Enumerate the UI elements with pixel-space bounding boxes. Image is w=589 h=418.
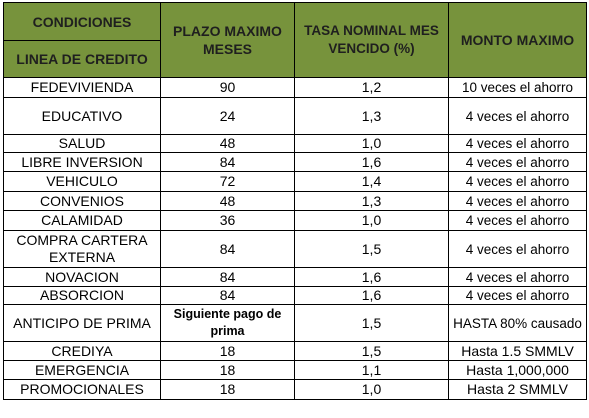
cell-monto: 4 veces el ahorro [448, 97, 587, 135]
cell-linea: ABSORCION [3, 286, 161, 305]
header-tasa-nominal: TASA NOMINAL MES VENCIDO (%) [294, 2, 449, 78]
cell-monto: 4 veces el ahorro [448, 152, 587, 172]
cell-tasa: 1,3 [294, 191, 449, 211]
cell-monto: Hasta 2 SMMLV [448, 379, 587, 400]
cell-plazo: 24 [160, 97, 295, 135]
cell-linea: CREDIYA [3, 341, 161, 361]
cell-tasa: 1,1 [294, 360, 449, 380]
cell-plazo: 84 [160, 267, 295, 287]
cell-linea: EDUCATIVO [3, 97, 161, 135]
cell-linea: VEHICULO [3, 171, 161, 192]
cell-plazo: 84 [160, 286, 295, 305]
cell-linea: FEDEVIVIENDA [3, 77, 161, 98]
cell-monto: 4 veces el ahorro [448, 134, 587, 153]
cell-plazo: 18 [160, 379, 295, 400]
cell-plazo: 36 [160, 210, 295, 231]
table-body: CONDICIONES PLAZO MAXIMO MESES TASA NOMI… [3, 2, 587, 400]
cell-linea: CONVENIOS [3, 191, 161, 211]
table-row: CREDIYA 18 1,5 Hasta 1.5 SMMLV [3, 341, 587, 361]
cell-linea: PROMOCIONALES [3, 379, 161, 400]
cell-linea: EMERGENCIA [3, 360, 161, 380]
table-row: SALUD 48 1,0 4 veces el ahorro [3, 134, 587, 153]
cell-tasa: 1,6 [294, 286, 449, 305]
table-row: PROMOCIONALES 18 1,0 Hasta 2 SMMLV [3, 379, 587, 400]
cell-plazo: 48 [160, 191, 295, 211]
table-row: VEHICULO 72 1,4 4 veces el ahorro [3, 171, 587, 192]
header-row-top: CONDICIONES PLAZO MAXIMO MESES TASA NOMI… [3, 2, 587, 78]
cell-tasa: 1,5 [294, 230, 449, 268]
table-row: FEDEVIVIENDA 90 1,2 10 veces el ahorro [3, 77, 587, 98]
cell-monto: 4 veces el ahorro [448, 267, 587, 287]
cell-plazo: 72 [160, 171, 295, 192]
table-row: ANTICIPO DE PRIMA Siguiente pago de prima… [3, 304, 587, 342]
cell-tasa: 1,2 [294, 77, 449, 98]
cell-plazo: 48 [160, 134, 295, 153]
cell-monto: 4 veces el ahorro [448, 191, 587, 211]
cell-plazo: 18 [160, 341, 295, 361]
cell-linea: SALUD [3, 134, 161, 153]
cell-tasa: 1,5 [294, 341, 449, 361]
table-row: CONVENIOS 48 1,3 4 veces el ahorro [3, 191, 587, 211]
cell-monto: HASTA 80% causado [448, 304, 587, 342]
cell-tasa: 1,0 [294, 379, 449, 400]
cell-monto: 4 veces el ahorro [448, 171, 587, 192]
cell-plazo: 84 [160, 152, 295, 172]
cell-monto: 10 veces el ahorro [448, 77, 587, 98]
header-linea-credito: LINEA DE CREDITO [3, 40, 161, 78]
cell-linea: COMPRA CARTERA EXTERNA [3, 230, 161, 268]
table-row: CALAMIDAD 36 1,0 4 veces el ahorro [3, 210, 587, 231]
credit-conditions-table: CONDICIONES PLAZO MAXIMO MESES TASA NOMI… [3, 2, 587, 400]
cell-plazo: Siguiente pago de prima [160, 304, 295, 342]
header-plazo-maximo: PLAZO MAXIMO MESES [160, 2, 295, 78]
cell-linea: ANTICIPO DE PRIMA [3, 304, 161, 342]
cell-linea: NOVACION [3, 267, 161, 287]
header-row-bottom: LINEA DE CREDITO [3, 40, 587, 78]
table-row: COMPRA CARTERA EXTERNA 84 1,5 4 veces el ah… [3, 230, 587, 268]
cell-tasa: 1,0 [294, 134, 449, 153]
table-row: NOVACION 84 1,6 4 veces el ahorro [3, 267, 587, 287]
header-monto-maximo: MONTO MAXIMO [448, 2, 587, 78]
header-condiciones: CONDICIONES [3, 2, 161, 41]
cell-monto: Hasta 1,000,000 [448, 360, 587, 380]
cell-linea: CALAMIDAD [3, 210, 161, 231]
cell-tasa: 1,0 [294, 210, 449, 231]
cell-monto: Hasta 1.5 SMMLV [448, 341, 587, 361]
table-row: ABSORCION 84 1,6 4 veces el ahorro [3, 286, 587, 305]
table-row: EDUCATIVO 24 1,3 4 veces el ahorro [3, 97, 587, 135]
cell-plazo: 18 [160, 360, 295, 380]
cell-monto: 4 veces el ahorro [448, 286, 587, 305]
cell-tasa: 1,5 [294, 304, 449, 342]
cell-tasa: 1,6 [294, 267, 449, 287]
cell-tasa: 1,3 [294, 97, 449, 135]
table-row: EMERGENCIA 18 1,1 Hasta 1,000,000 [3, 360, 587, 380]
cell-monto: 4 veces el ahorro [448, 230, 587, 268]
cell-tasa: 1,4 [294, 171, 449, 192]
cell-plazo: 84 [160, 230, 295, 268]
cell-plazo: 90 [160, 77, 295, 98]
cell-tasa: 1,6 [294, 152, 449, 172]
cell-monto: 4 veces el ahorro [448, 210, 587, 231]
table-row: LIBRE INVERSION 84 1,6 4 veces el ahorro [3, 152, 587, 172]
cell-linea: LIBRE INVERSION [3, 152, 161, 172]
